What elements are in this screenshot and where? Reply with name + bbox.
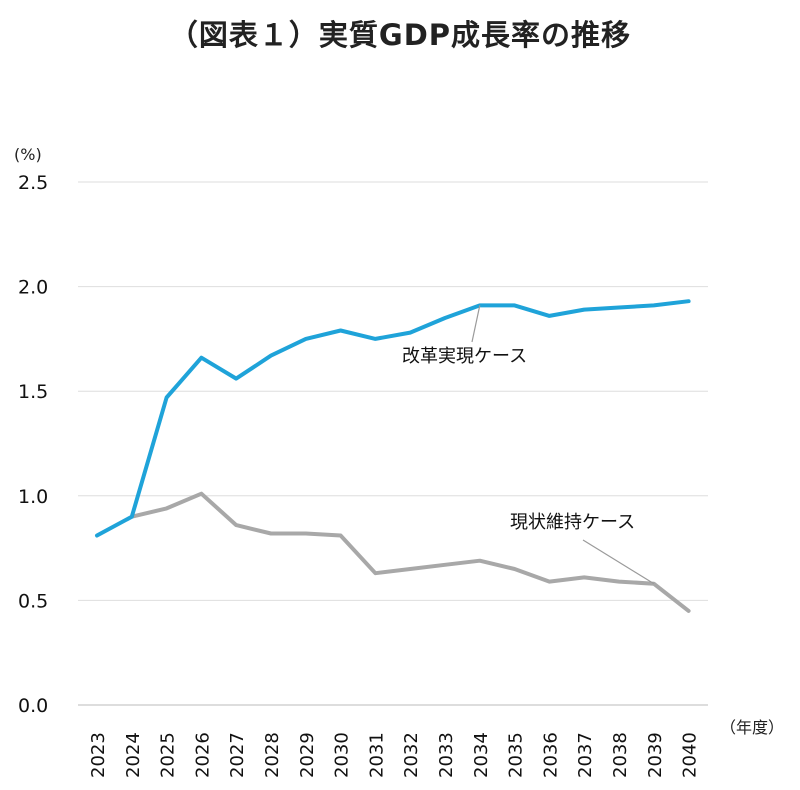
- x-tick-label: 2039: [645, 732, 666, 778]
- x-tick-label: 2036: [540, 732, 561, 778]
- series-line-reform: [95, 299, 691, 538]
- x-tick-label: 2024: [123, 732, 144, 778]
- gridlines: [78, 181, 708, 706]
- y-tick-label: 1.0: [18, 486, 48, 508]
- x-tick-label: 2031: [366, 732, 387, 778]
- y-axis-ticks: 0.0 0.5 1.0 1.5 2.0 2.5: [18, 172, 48, 717]
- x-tick-label: 2029: [297, 732, 318, 778]
- chart-title: （図表１）実質GDP成長率の推移: [168, 18, 632, 52]
- x-tick-label: 2032: [401, 732, 422, 778]
- x-tick-label: 2028: [262, 732, 283, 778]
- y-tick-label: 2.0: [18, 277, 48, 299]
- series-annotation-label: 現状維持ケース: [510, 512, 635, 533]
- series-lines: [95, 299, 691, 613]
- x-tick-label: 2034: [471, 732, 492, 778]
- x-tick-label: 2026: [192, 732, 213, 778]
- x-axis-unit-label: （年度）: [720, 718, 784, 737]
- series-line-status-quo: [129, 491, 691, 613]
- y-tick-label: 0.0: [18, 695, 48, 717]
- x-tick-label: 2038: [610, 732, 631, 778]
- x-tick-label: 2027: [227, 732, 248, 778]
- x-tick-label: 2030: [332, 732, 353, 778]
- y-axis-unit-label: (%): [14, 145, 42, 164]
- annotation-leader-line: [582, 539, 655, 585]
- x-tick-label: 2040: [680, 732, 701, 778]
- x-tick-label: 2033: [436, 732, 457, 778]
- y-tick-label: 1.5: [18, 381, 48, 403]
- x-axis-ticks: 2023 2024 2025 2026 2027 2028 2029 2030 2031 2032…: [88, 732, 701, 778]
- series-annotation-label: 改革実現ケース: [402, 346, 527, 367]
- x-tick-label: 2037: [575, 732, 596, 778]
- y-tick-label: 2.5: [18, 172, 48, 194]
- x-tick-label: 2035: [506, 732, 527, 778]
- x-tick-label: 2025: [158, 732, 179, 778]
- annotation-leader-line: [471, 305, 481, 343]
- y-tick-label: 0.5: [18, 590, 48, 612]
- x-tick-label: 2023: [88, 732, 109, 778]
